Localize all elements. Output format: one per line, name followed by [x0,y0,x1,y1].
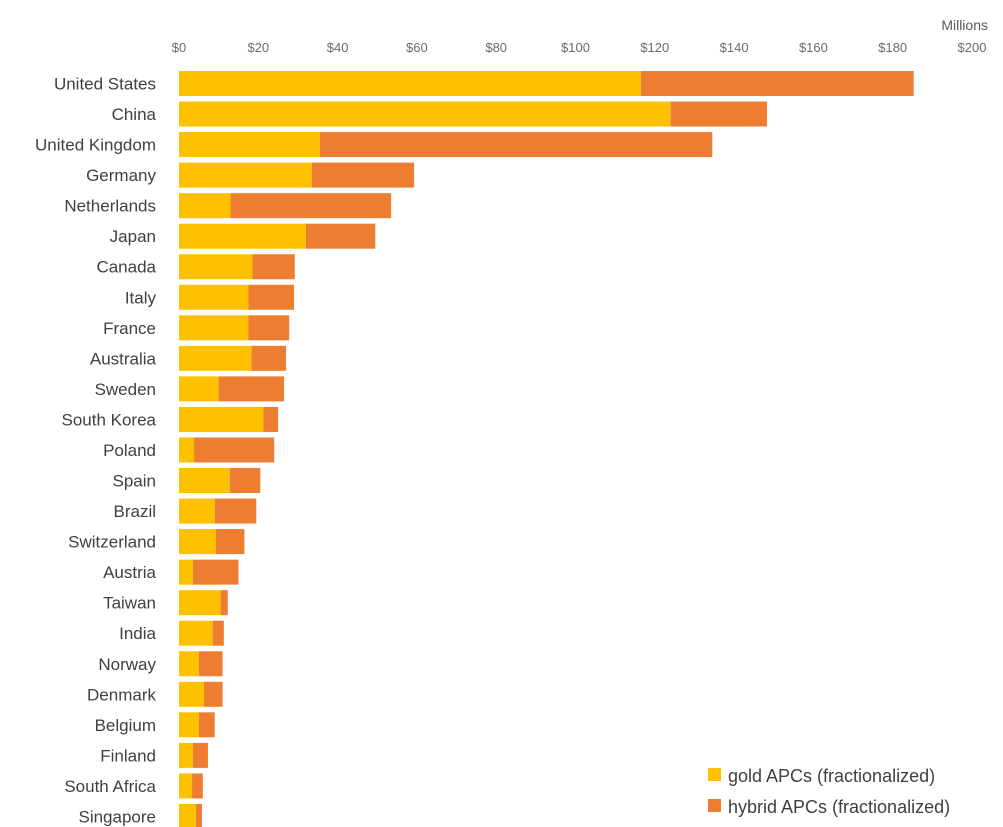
bar-gold [179,101,671,127]
legend-label-gold: gold APCs (fractionalized) [728,766,935,786]
legend: gold APCs (fractionalized) hybrid APCs (… [708,766,950,817]
bar-gold [179,529,216,555]
bar-hybrid [192,559,239,585]
bar-gold [179,376,219,402]
bar-hybrid [251,345,287,371]
bar-hybrid [214,498,257,524]
category-label: Singapore [78,807,156,826]
bar-hybrid [198,712,215,738]
axis-unit-label: Millions [941,17,988,33]
bar-hybrid [229,468,261,494]
bar-hybrid [198,651,223,677]
x-tick-label: $0 [172,40,186,55]
bar-gold [179,681,204,707]
category-label: Japan [110,227,156,246]
bar-hybrid [192,742,208,768]
bar-hybrid [230,193,392,219]
x-tick-label: $140 [720,40,749,55]
bar-hybrid [319,132,713,158]
category-label: South Korea [61,410,156,429]
category-label: South Africa [64,777,156,796]
bar-hybrid [248,315,290,341]
bar-group [179,71,914,827]
bar-gold [179,712,199,738]
category-label: Brazil [113,502,156,521]
x-tick-label: $80 [485,40,507,55]
bar-gold [179,742,193,768]
x-tick-label: $60 [406,40,428,55]
bar-hybrid [640,71,914,96]
legend-label-hybrid: hybrid APCs (fractionalized) [728,797,950,817]
category-label: India [119,624,156,643]
category-label: Canada [96,258,156,277]
bar-gold [179,498,215,524]
bar-hybrid [263,406,279,432]
category-label: United Kingdom [35,136,156,155]
x-tick-label: $20 [247,40,269,55]
x-axis-tick-labels: $0 $20 $40 $60 $80 $100 $120 $140 $160 $180 $200 [172,40,987,55]
bar-gold [179,437,195,463]
legend-swatch-hybrid [708,799,721,812]
category-label: Denmark [87,685,156,704]
category-label: Poland [103,441,156,460]
x-tick-label: $120 [640,40,669,55]
category-label: France [103,319,156,338]
category-label: Australia [90,349,157,368]
bar-gold [179,132,320,158]
bar-hybrid [218,376,285,402]
bar-hybrid [196,803,202,827]
category-labels: United States China United Kingdom Germany N… [35,75,157,827]
bar-gold [179,71,641,96]
bar-gold [179,773,193,799]
category-label: Italy [125,288,157,307]
bar-hybrid [192,773,203,799]
legend-swatch-gold [708,768,721,781]
bar-hybrid [220,590,228,616]
bar-gold [179,284,249,310]
bar-gold [179,254,253,280]
category-label: Norway [98,655,156,674]
category-label: Finland [100,746,156,765]
bar-gold [179,315,249,341]
bar-hybrid [670,101,768,127]
x-tick-label: $40 [327,40,349,55]
category-label: Belgium [95,716,156,735]
x-tick-label: $160 [799,40,828,55]
category-label: Netherlands [64,197,156,216]
category-label: Spain [113,472,156,491]
bar-gold [179,559,193,585]
x-tick-label: $200 [958,40,987,55]
x-tick-label: $180 [878,40,907,55]
bar-gold [179,468,230,494]
category-label: Taiwan [103,594,156,613]
bar-hybrid [311,162,415,188]
category-label: Germany [86,166,156,185]
category-label: United States [54,75,156,94]
bar-hybrid [212,620,224,646]
category-label: Sweden [95,380,156,399]
bar-gold [179,223,306,249]
bar-gold [179,803,197,827]
bar-hybrid [305,223,376,249]
bar-gold [179,406,264,432]
category-label: Austria [103,563,156,582]
bar-gold [179,620,213,646]
bar-gold [179,345,252,371]
bar-gold [179,651,199,677]
bar-gold [179,590,221,616]
bar-hybrid [203,681,223,707]
bar-hybrid [215,529,245,555]
bar-gold [179,193,231,219]
x-tick-label: $100 [561,40,590,55]
category-label: Switzerland [68,533,156,552]
bar-gold [179,162,312,188]
bar-hybrid [248,284,294,310]
bar-hybrid [252,254,295,280]
category-label: China [112,105,157,124]
bar-hybrid [194,437,275,463]
